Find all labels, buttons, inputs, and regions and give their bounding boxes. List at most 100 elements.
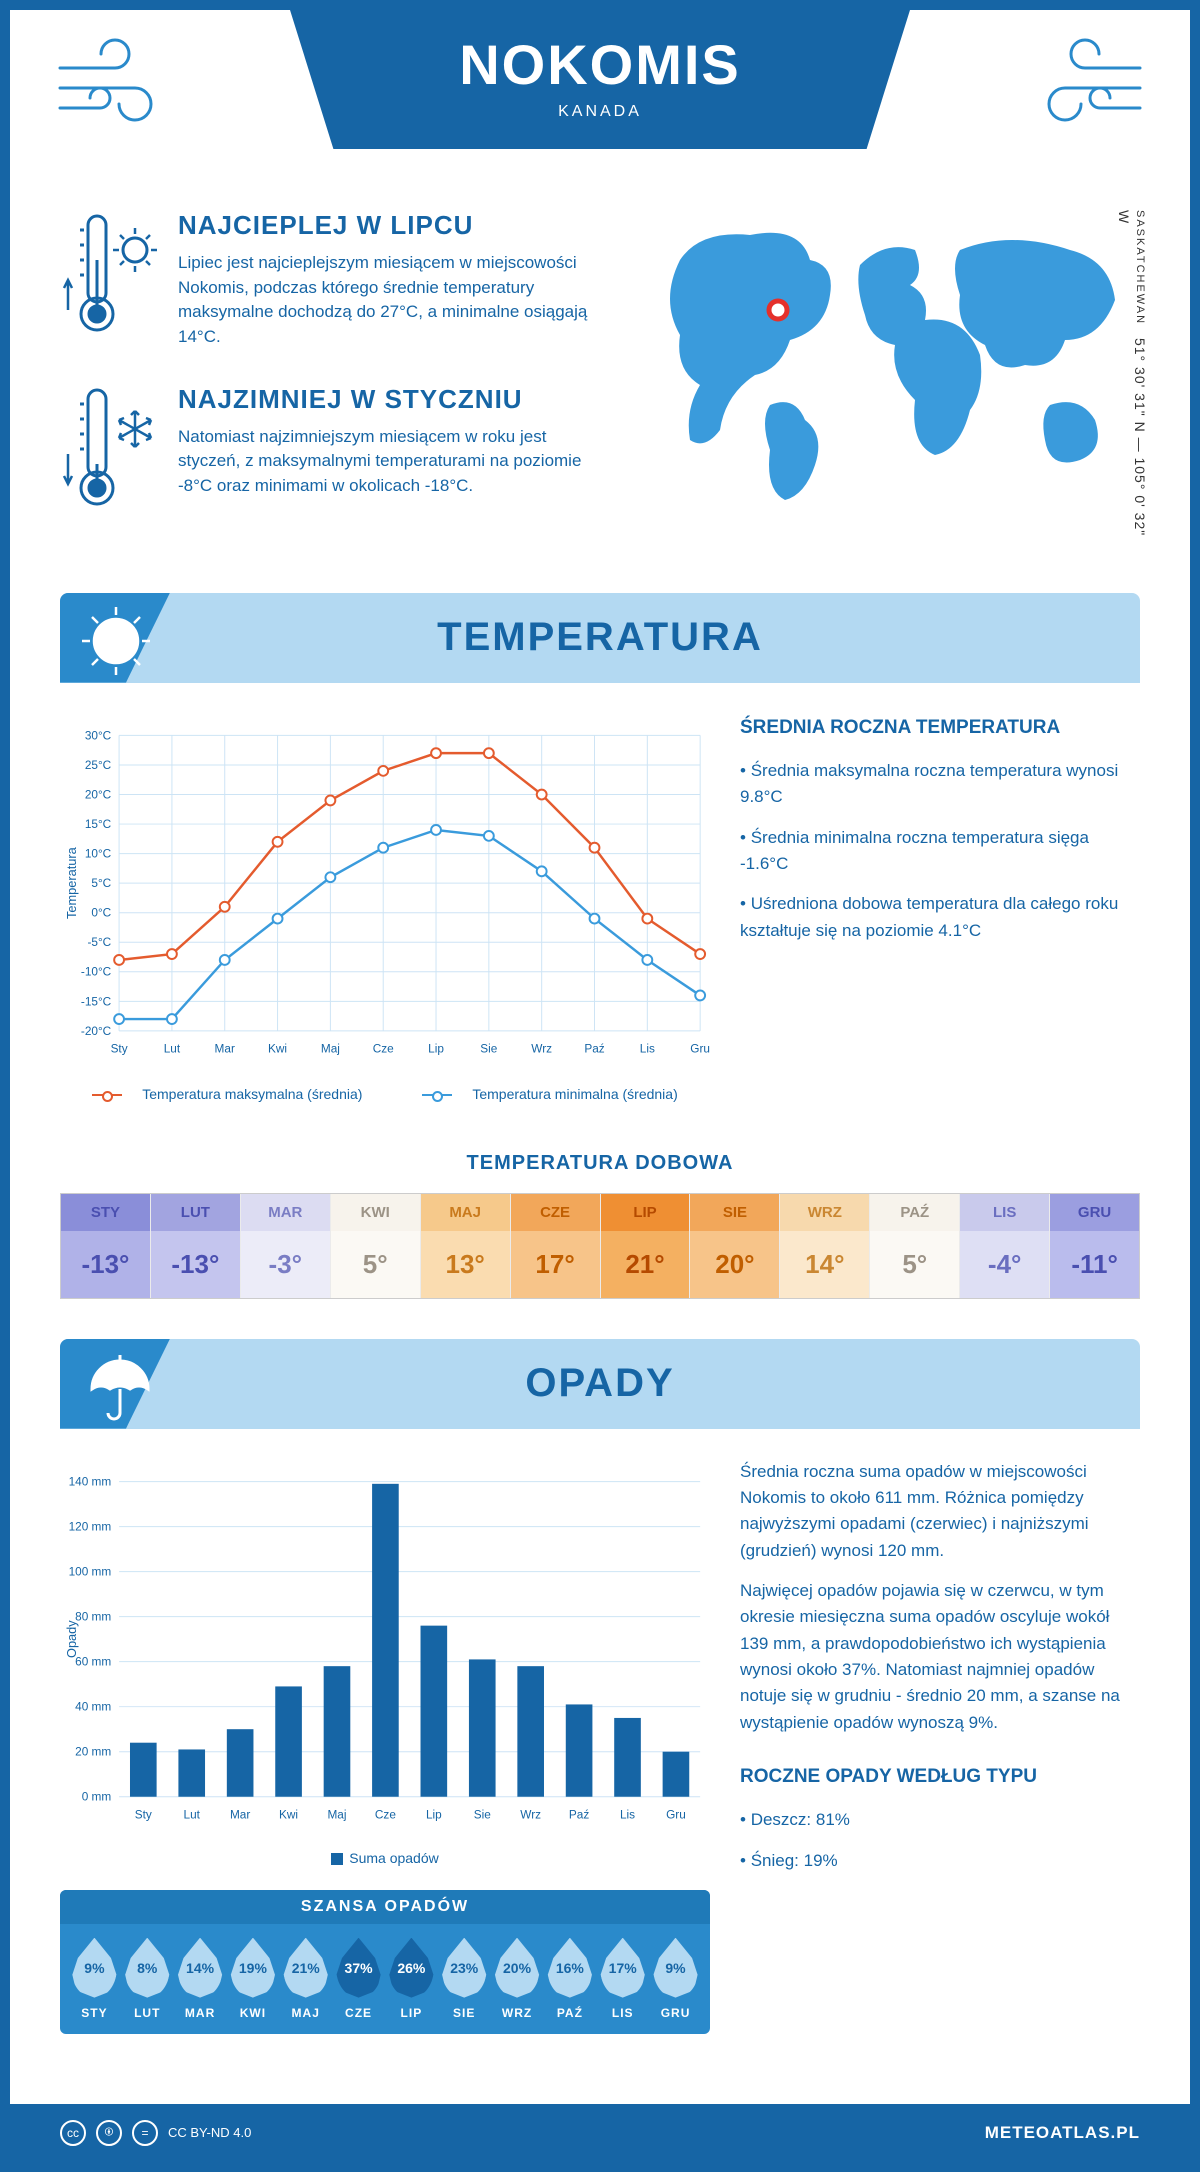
daily-col: PAŹ5° [870, 1194, 960, 1298]
daily-temp-title: TEMPERATURA DOBOWA [10, 1152, 1190, 1175]
daily-col: SIE20° [690, 1194, 780, 1298]
intro: NAJCIEPLEJ W LIPCU Lipiec jest najcieple… [10, 200, 1190, 593]
svg-text:20 mm: 20 mm [75, 1744, 111, 1758]
region-label: SASKATCHEWAN [1134, 210, 1146, 325]
location-marker [769, 301, 787, 319]
chance-cell: 26%LIP [385, 1938, 438, 2020]
precip-rain: Deszcz: 81% [740, 1807, 1140, 1833]
svg-text:Cze: Cze [373, 1041, 394, 1055]
thermometer-cold-icon [60, 384, 160, 519]
precip-section-header: OPADY [60, 1339, 1140, 1429]
umbrella-icon [78, 1349, 154, 1430]
svg-text:Mar: Mar [230, 1807, 250, 1821]
svg-text:60 mm: 60 mm [75, 1654, 111, 1668]
page-subtitle: KANADA [290, 103, 910, 121]
svg-text:Sty: Sty [111, 1041, 128, 1055]
svg-text:Lut: Lut [184, 1807, 201, 1821]
chance-cell: 9%STY [68, 1938, 121, 2020]
daily-col: KWI5° [331, 1194, 421, 1298]
daily-col: CZE17° [511, 1194, 601, 1298]
fact-cold: NAJZIMNIEJ W STYCZNIU Natomiast najzimni… [60, 384, 600, 519]
drop-icon: 21% [283, 1938, 329, 1998]
temperature-section-header: TEMPERATURA [60, 593, 1140, 683]
svg-text:Cze: Cze [375, 1807, 396, 1821]
svg-text:Sty: Sty [135, 1807, 152, 1821]
daily-temp-table: STY-13°LUT-13°MAR-3°KWI5°MAJ13°CZE17°LIP… [60, 1193, 1140, 1299]
drop-icon: 14% [177, 1938, 223, 1998]
coordinates: SASKATCHEWAN 51° 30' 31" N — 105° 0' 32"… [1116, 210, 1148, 553]
chance-cell: 17%LIS [596, 1938, 649, 2020]
drop-icon: 20% [494, 1938, 540, 1998]
svg-text:-20°C: -20°C [81, 1023, 112, 1037]
license: cc 🅯 = CC BY-ND 4.0 [60, 2120, 251, 2146]
svg-text:Lis: Lis [620, 1807, 635, 1821]
daily-col: MAR-3° [241, 1194, 331, 1298]
chance-cell: 37%CZE [332, 1938, 385, 2020]
precip-p1: Średnia roczna suma opadów w miejscowośc… [740, 1459, 1140, 1564]
svg-text:Gru: Gru [690, 1041, 710, 1055]
svg-text:Mar: Mar [215, 1041, 235, 1055]
drop-icon: 37% [336, 1938, 382, 1998]
legend-max: Temperatura maksymalna (średnia) [142, 1086, 362, 1102]
chance-cell: 21%MAJ [279, 1938, 332, 2020]
page-title: NOKOMIS [290, 32, 910, 97]
precip-chart-legend: Suma opadów [60, 1850, 710, 1866]
precip-side-text: Średnia roczna suma opadów w miejscowośc… [740, 1459, 1140, 2034]
svg-text:Wrz: Wrz [520, 1807, 541, 1821]
drop-icon: 26% [388, 1938, 434, 1998]
precip-snow: Śnieg: 19% [740, 1848, 1140, 1874]
svg-text:100 mm: 100 mm [69, 1564, 112, 1578]
svg-text:30°C: 30°C [85, 728, 112, 742]
daily-col: WRZ14° [780, 1194, 870, 1298]
chance-cell: 8%LUT [121, 1938, 174, 2020]
svg-text:Paź: Paź [584, 1041, 604, 1055]
svg-text:-10°C: -10°C [81, 964, 112, 978]
drop-icon: 9% [71, 1938, 117, 1998]
svg-text:-15°C: -15°C [81, 994, 112, 1008]
fact-cold-text: Natomiast najzimniejszym miesiącem w rok… [178, 425, 600, 499]
svg-text:0°C: 0°C [91, 905, 111, 919]
svg-text:Paź: Paź [569, 1807, 589, 1821]
drop-icon: 16% [547, 1938, 593, 1998]
temp-chart-legend: Temperatura maksymalna (średnia) Tempera… [60, 1086, 710, 1102]
footer: cc 🅯 = CC BY-ND 4.0 METEOATLAS.PL [10, 2104, 1190, 2162]
drop-icon: 23% [441, 1938, 487, 1998]
precip-bar-chart: 0 mm20 mm40 mm60 mm80 mm100 mm120 mm140 … [60, 1459, 710, 1839]
svg-text:Lip: Lip [426, 1807, 442, 1821]
world-map: SASKATCHEWAN 51° 30' 31" N — 105° 0' 32"… [620, 210, 1140, 553]
daily-col: MAJ13° [421, 1194, 511, 1298]
fact-hot-text: Lipiec jest najcieplejszym miesiącem w m… [178, 251, 600, 350]
chance-cell: 16%PAŹ [543, 1938, 596, 2020]
fact-cold-title: NAJZIMNIEJ W STYCZNIU [178, 384, 600, 415]
temp-side-b3: Uśredniona dobowa temperatura dla całego… [740, 891, 1140, 944]
temp-side-heading: ŚREDNIA ROCZNA TEMPERATURA [740, 713, 1140, 742]
svg-text:Temperatura: Temperatura [64, 846, 79, 919]
chance-cell: 20%WRZ [491, 1938, 544, 2020]
chance-cell: 9%GRU [649, 1938, 702, 2020]
drop-icon: 8% [124, 1938, 170, 1998]
svg-text:80 mm: 80 mm [75, 1609, 111, 1623]
svg-text:Maj: Maj [327, 1807, 346, 1821]
precip-chance-panel: SZANSA OPADÓW 9%STY8%LUT14%MAR19%KWI21%M… [60, 1890, 710, 2034]
by-icon: 🅯 [96, 2120, 122, 2146]
svg-text:Maj: Maj [321, 1041, 340, 1055]
chance-title: SZANSA OPADÓW [60, 1890, 710, 1924]
daily-col: LUT-13° [151, 1194, 241, 1298]
fact-hot: NAJCIEPLEJ W LIPCU Lipiec jest najcieple… [60, 210, 600, 350]
svg-text:-5°C: -5°C [87, 935, 111, 949]
temperature-title: TEMPERATURA [60, 615, 1140, 660]
chance-cell: 19%KWI [226, 1938, 279, 2020]
precip-legend-label: Suma opadów [349, 1850, 439, 1866]
chance-cell: 14%MAR [174, 1938, 227, 2020]
precip-type-heading: ROCZNE OPADY WEDŁUG TYPU [740, 1762, 1140, 1791]
temperature-line-chart: -20°C-15°C-10°C-5°C0°C5°C10°C15°C20°C25°… [60, 713, 710, 1073]
fact-hot-title: NAJCIEPLEJ W LIPCU [178, 210, 600, 241]
daily-col: GRU-11° [1050, 1194, 1139, 1298]
nd-icon: = [132, 2120, 158, 2146]
drop-icon: 17% [600, 1938, 646, 1998]
temperature-side-text: ŚREDNIA ROCZNA TEMPERATURA Średnia maksy… [740, 713, 1140, 1102]
drop-icon: 19% [230, 1938, 276, 1998]
svg-text:0 mm: 0 mm [82, 1789, 112, 1803]
sun-icon [78, 603, 154, 684]
daily-col: LIP21° [601, 1194, 691, 1298]
